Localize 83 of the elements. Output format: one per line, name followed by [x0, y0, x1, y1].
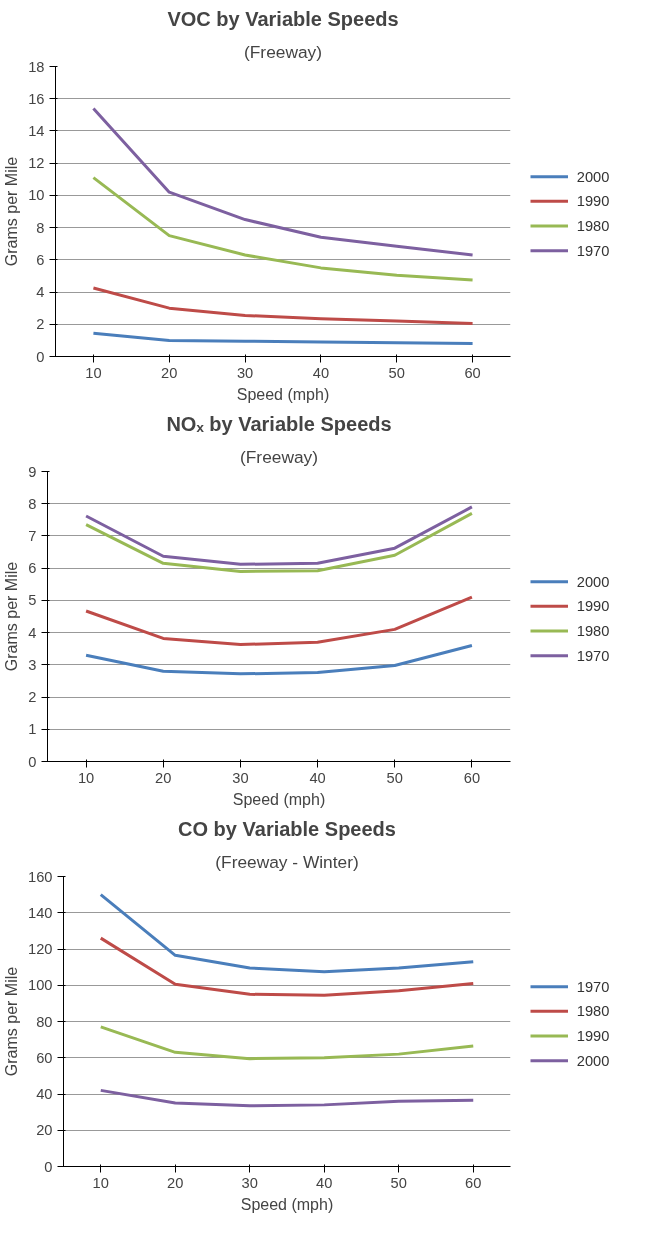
legend-label: 1980 — [576, 623, 610, 639]
line-series — [91, 331, 475, 346]
line-series — [84, 644, 474, 676]
y-tick-label: 8 — [28, 495, 37, 512]
legend-label: 1990 — [576, 193, 610, 210]
chart-title: NOₓ by Variable Speeds — [166, 412, 392, 435]
y-tick-label: 3 — [28, 656, 37, 673]
x-tick-label: 10 — [85, 364, 102, 381]
x-tick-label: 50 — [390, 1174, 407, 1191]
x-tick-label: 60 — [465, 1174, 482, 1191]
y-tick-label: 7 — [28, 527, 37, 544]
y-axis-title: Grams per Mile — [3, 561, 21, 672]
y-tick-label: 10 — [28, 187, 45, 204]
y-tick-label: 40 — [36, 1086, 53, 1102]
y-tick-label: 0 — [44, 1158, 53, 1175]
line-series — [99, 1025, 475, 1061]
x-tick-label: 10 — [92, 1174, 109, 1191]
line-series — [99, 936, 475, 997]
line-series — [91, 106, 475, 257]
y-tick-label: 14 — [28, 122, 45, 139]
legend-label: 2000 — [576, 1052, 610, 1069]
y-tick-label: 4 — [36, 284, 45, 301]
y-tick-label: 12 — [28, 155, 45, 172]
x-axis-title: Speed (mph) — [232, 790, 326, 808]
line-series — [91, 286, 475, 325]
chart-subtitle: (Freeway) — [240, 446, 319, 467]
x-tick-label: 20 — [155, 769, 172, 786]
legend-label: 2000 — [576, 573, 610, 590]
y-tick-label: 100 — [28, 977, 53, 994]
y-tick-label: 9 — [28, 463, 37, 480]
chart-title: CO by Variable Speeds — [178, 817, 396, 840]
y-tick-label: 16 — [28, 90, 45, 107]
x-tick-label: 20 — [161, 364, 178, 381]
x-tick-label: 50 — [386, 769, 403, 786]
y-tick-label: 0 — [36, 348, 45, 365]
line-series — [91, 176, 475, 282]
y-tick-label: 5 — [28, 592, 37, 609]
legend-label: 1970 — [576, 978, 610, 995]
chart-subtitle: (Freeway - Winter) — [215, 851, 359, 872]
x-tick-label: 10 — [77, 769, 95, 786]
y-tick-label: 80 — [36, 1013, 53, 1030]
x-axis-title: Speed (mph) — [240, 1195, 334, 1213]
y-tick-label: 6 — [28, 560, 37, 577]
x-tick-label: 30 — [232, 769, 249, 786]
chart-title: VOC by Variable Speeds — [167, 7, 399, 30]
line-series — [84, 505, 474, 566]
legend-label: 1980 — [576, 218, 610, 234]
y-tick-label: 1 — [28, 721, 37, 738]
y-tick-label: 0 — [28, 753, 37, 770]
legend-label: 1990 — [576, 1028, 610, 1044]
y-axis-title: Grams per Mile — [3, 156, 21, 267]
y-tick-label: 20 — [36, 1122, 53, 1139]
y-tick-label: 4 — [28, 624, 37, 641]
x-tick-label: 30 — [236, 364, 254, 381]
x-tick-label: 60 — [463, 769, 481, 786]
y-tick-label: 2 — [36, 316, 45, 333]
legend-label: 1970 — [576, 647, 610, 664]
y-tick-label: 140 — [28, 904, 53, 921]
y-tick-label: 8 — [36, 219, 45, 236]
x-tick-label: 40 — [312, 364, 330, 381]
x-tick-label: 50 — [388, 364, 405, 381]
x-axis-title: Speed (mph) — [236, 385, 330, 403]
x-tick-label: 40 — [316, 1174, 333, 1191]
line-series — [84, 595, 474, 647]
y-tick-label: 6 — [36, 251, 45, 268]
legend-label: 1970 — [576, 242, 610, 259]
y-tick-label: 160 — [28, 868, 53, 885]
line-series — [84, 511, 474, 573]
y-tick-label: 60 — [36, 1049, 53, 1066]
legend-label: 1980 — [576, 1003, 610, 1020]
x-tick-label: 20 — [167, 1174, 184, 1191]
y-tick-label: 2 — [28, 689, 37, 706]
x-tick-label: 40 — [309, 769, 326, 786]
y-tick-label: 120 — [28, 941, 53, 957]
legend-label: 2000 — [576, 168, 610, 185]
y-axis-title: Grams per Mile — [3, 966, 21, 1077]
x-tick-label: 30 — [241, 1174, 258, 1191]
x-tick-label: 60 — [464, 364, 481, 381]
legend-label: 1990 — [576, 598, 610, 615]
chart-subtitle: (Freeway) — [244, 41, 323, 62]
line-series — [99, 893, 475, 974]
y-tick-label: 18 — [28, 58, 45, 75]
line-series — [99, 1088, 475, 1108]
